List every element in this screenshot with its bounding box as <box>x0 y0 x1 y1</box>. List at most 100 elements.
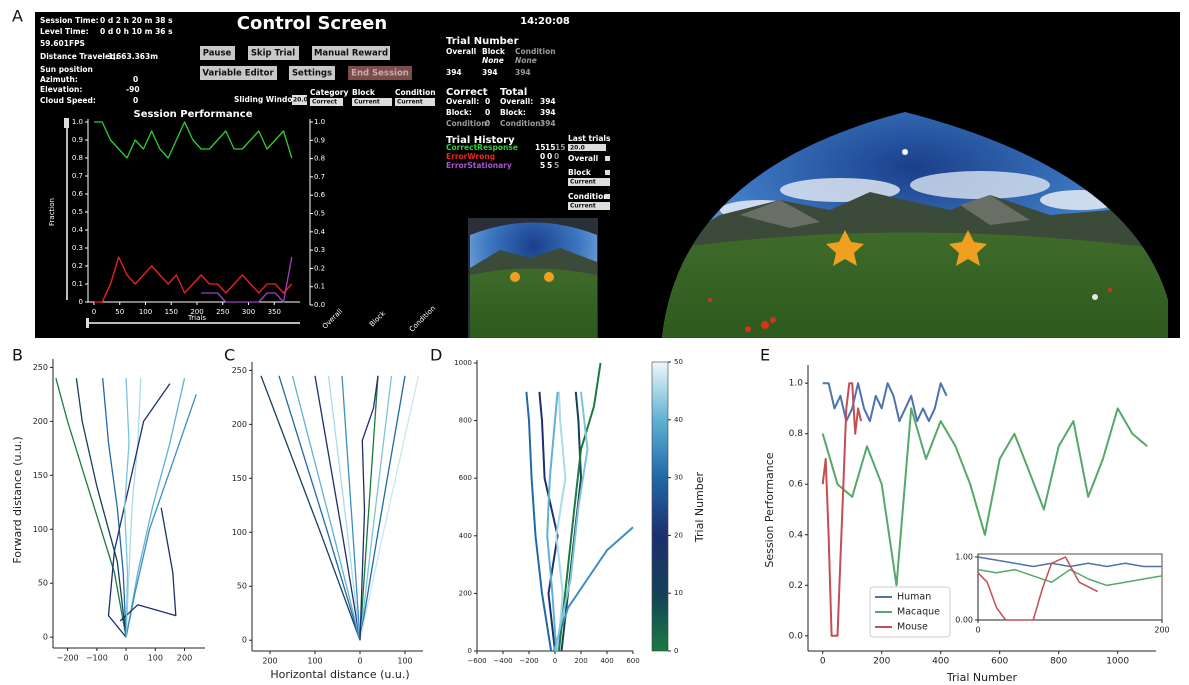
y-tick-label: 1.0 <box>789 379 804 389</box>
data-line <box>360 376 405 640</box>
history-count: 15 <box>555 143 565 152</box>
legend-label: Mouse <box>897 622 928 633</box>
y-tick-label: 0.6 <box>314 191 326 199</box>
history-count: 15 <box>545 143 555 152</box>
y-tick-label: 0.7 <box>314 173 325 181</box>
button-label: Skip Trial <box>251 49 295 59</box>
y-axis-label: Fraction <box>48 198 56 226</box>
last-trials-option: Condition <box>568 192 609 201</box>
figure: A Session Time: 0 d 2 h 20 m 38 s Level … <box>0 0 1189 685</box>
button-label: Variable Editor <box>202 69 274 79</box>
correct-value: 0 <box>485 119 490 128</box>
button-label: Pause <box>203 49 232 59</box>
y-tick-label: 0.5 <box>72 208 83 216</box>
data-line <box>126 394 196 637</box>
y-tick-label: 0.8 <box>314 155 325 163</box>
y-tick-label: 200 <box>459 589 472 597</box>
y-tick-label: 0.9 <box>314 136 325 144</box>
y-tick-label: 150 <box>33 471 48 480</box>
trial-number-sub: None <box>515 56 537 65</box>
trial-number-sub: None <box>482 56 504 65</box>
y-axis-label: Forward distance (u.u.) <box>11 436 24 563</box>
total-label: Condition: <box>500 119 544 128</box>
trial-number-value: 394 <box>515 68 531 77</box>
data-line <box>823 383 861 636</box>
data-line <box>547 392 557 651</box>
y-tick-label: 0.4 <box>789 530 804 540</box>
screen-title: Control Screen <box>237 13 387 34</box>
history-name: ErrorStationary <box>446 161 512 170</box>
x-tick-label: 200 <box>574 657 587 665</box>
status-value: 0 d 2 h 20 m 38 s <box>100 16 173 25</box>
last-trials-title: Last trials <box>568 134 611 143</box>
filter-value: Correct <box>312 99 337 106</box>
x-tick-label: 800 <box>1050 657 1067 667</box>
x-tick-label: 600 <box>991 657 1008 667</box>
x-tick-label: 0 <box>975 626 980 635</box>
trial-number-value: 394 <box>446 68 462 77</box>
y-tick-label: 50 <box>237 582 247 591</box>
x-tick-label: −400 <box>493 657 512 665</box>
y-tick-label: 600 <box>459 474 472 482</box>
y-tick-label: 150 <box>232 474 247 483</box>
x-tick-label: 1000 <box>1106 657 1129 667</box>
y-tick-label: 50 <box>38 579 48 588</box>
performance-title: Session Performance <box>134 109 253 120</box>
colorbar-tick-label: 50 <box>674 358 683 366</box>
y-tick-label: 0.5 <box>314 210 325 218</box>
data-line <box>823 383 947 421</box>
legend-label: Macaque <box>897 607 940 618</box>
trial-number-title: Trial Number <box>446 36 519 47</box>
y-tick-label: 0.2 <box>789 581 803 591</box>
x-tick-label: 0 <box>92 308 96 316</box>
x-tick-label: 200 <box>1154 626 1169 635</box>
y-tick-label: 0.00 <box>955 616 973 625</box>
last-trials-option-value: Current <box>570 203 596 210</box>
x-tick-label: 50 <box>115 308 124 316</box>
y-tick-label: 0.4 <box>314 228 326 236</box>
x-tick-label: 600 <box>626 657 639 665</box>
y-tick-label: 0 <box>468 647 472 655</box>
last-trials-option: Overall <box>568 154 598 163</box>
y-tick-label: 0.1 <box>72 280 83 288</box>
last-trials-option: Block <box>568 168 592 177</box>
x-tick-label: 0 <box>124 654 129 663</box>
y-tick-label: 0.0 <box>314 301 325 309</box>
sun-position: Sun position <box>40 65 93 74</box>
correct-label: Condition: <box>446 119 490 128</box>
panel-label: B <box>12 346 23 365</box>
correct-label: Block: <box>446 108 472 117</box>
history-count: 0 <box>540 152 545 161</box>
data-line <box>315 376 360 640</box>
panel-label: C <box>224 346 235 365</box>
trial-number-value: 394 <box>482 68 498 77</box>
y-tick-label: 400 <box>459 532 472 540</box>
history-count: 0 <box>547 152 552 161</box>
data-line <box>293 376 361 640</box>
sliding-window-value: 20.0 <box>293 97 308 104</box>
cloud-speed-value: 0 <box>133 96 138 105</box>
last-trials-option-value: Current <box>570 179 596 186</box>
y-tick-label: 1.0 <box>72 118 83 126</box>
correct-value: 0 <box>485 97 490 106</box>
x-tick-label: 100 <box>307 657 322 666</box>
y-tick-label: 0.2 <box>72 262 83 270</box>
x-axis-label: Horizontal distance (u.u.) <box>270 668 409 681</box>
filter-label: Block <box>352 88 376 97</box>
x-tick-label: 150 <box>165 308 178 316</box>
cloud-speed-label: Cloud Speed: <box>40 96 96 105</box>
y-tick-label: 0.6 <box>72 190 84 198</box>
azimuth-label: Azimuth: <box>40 75 78 84</box>
sliding-window-label: Sliding Window <box>234 95 300 104</box>
azimuth-value: 0 <box>133 75 138 84</box>
y-tick-label: 0 <box>242 636 247 645</box>
filter-value: Current <box>354 99 380 106</box>
filter-label: Condition <box>395 88 436 97</box>
history-count: 5 <box>547 161 552 170</box>
y-tick-label: 0 <box>43 633 48 642</box>
total-value: 394 <box>540 97 556 106</box>
status-value: 0 d 0 h 10 m 36 s <box>100 27 173 36</box>
x-tick-label: 200 <box>262 657 277 666</box>
last-trials-value: 20.0 <box>570 145 585 152</box>
panel-label: A <box>12 7 23 26</box>
